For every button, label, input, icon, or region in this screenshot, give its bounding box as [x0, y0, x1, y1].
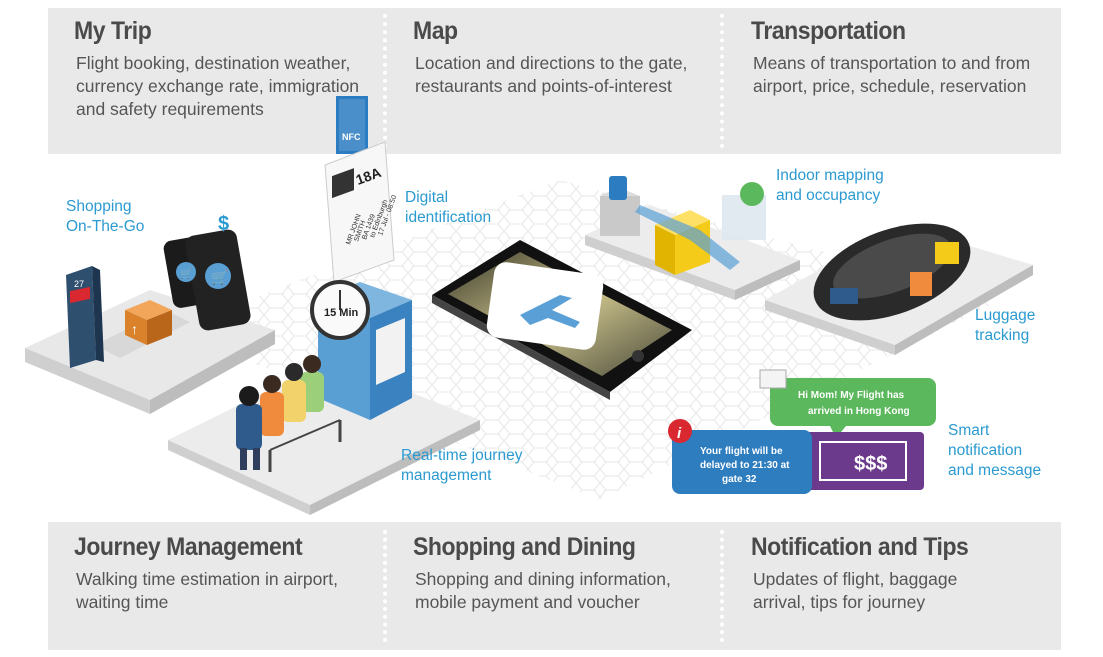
- feature-description: Walking time estimation in airport, wait…: [76, 569, 338, 612]
- boarding-pass-icon: [324, 96, 395, 283]
- blue-message-line: Your flight will be: [700, 446, 783, 457]
- luggage-carousel: [765, 223, 1033, 355]
- label-indoor-mapping: Indoor mapping and occupancy: [776, 167, 884, 204]
- label-luggage-tracking: Luggage tracking: [975, 307, 1036, 344]
- bottom-feature-band: [48, 522, 1061, 650]
- top-feature-band: [48, 8, 1061, 154]
- indoor-map-platform: [585, 176, 800, 300]
- message-text: Hi Mom! My Flight has arrived in Hong Ko…: [700, 390, 910, 485]
- feature-description: Location and directions to the gate, res…: [415, 53, 688, 96]
- feature-map: Map Location and directions to the gate,…: [413, 17, 693, 98]
- green-message-line: arrived in Hong Kong: [808, 406, 910, 417]
- label-digital-identification: Digital identification: [405, 189, 492, 226]
- dollar-icon: $: [218, 213, 229, 235]
- top-separator-1: [383, 14, 387, 148]
- feature-notification-tips: Notification and Tips Updates of flight,…: [751, 533, 1011, 614]
- clock-icon: [310, 280, 370, 340]
- nfc-label: NFC: [342, 132, 361, 142]
- smartphone: [432, 240, 692, 400]
- feature-my-trip: My Trip Flight booking, destination weat…: [74, 17, 374, 121]
- feature-title: Shopping and Dining: [413, 533, 636, 561]
- bottom-separator-2: [720, 530, 724, 642]
- queue-people: [236, 355, 342, 472]
- blue-message-line: delayed to 21:30 at: [700, 460, 790, 471]
- label-real-time-journey: Real-time journey management: [401, 447, 523, 484]
- feature-title: Journey Management: [74, 533, 303, 561]
- feature-title: Map: [413, 17, 458, 45]
- feature-transportation: Transportation Means of transportation t…: [751, 17, 1041, 98]
- message-bubbles: [668, 369, 936, 494]
- clock-label: 15 Min: [324, 307, 359, 319]
- svg-text:↑: ↑: [131, 321, 138, 337]
- top-separator-2: [720, 14, 724, 148]
- kiosk-number: 27: [74, 279, 84, 289]
- green-message-line: Hi Mom! My Flight has: [798, 390, 905, 401]
- svg-text:🛒: 🛒: [211, 269, 228, 286]
- label-shopping-on-the-go: Shopping On-The-Go: [66, 198, 145, 235]
- voucher-icon: $$$: [854, 453, 887, 475]
- shopping-phone-icon: 🛒 🛒: [163, 229, 251, 331]
- feature-description: Flight booking, destination weather, cur…: [76, 53, 360, 119]
- blue-message-line: gate 32: [722, 474, 757, 485]
- feature-description: Means of transportation to and from airp…: [753, 53, 1031, 96]
- label-smart-notification: Smart notification and message: [948, 422, 1042, 479]
- feature-journey-management: Journey Management Walking time estimati…: [74, 533, 364, 614]
- svg-text:🛒: 🛒: [180, 267, 192, 280]
- feature-shopping-dining: Shopping and Dining Shopping and dining …: [413, 533, 683, 614]
- feature-title: Notification and Tips: [751, 533, 969, 561]
- bottom-separator-1: [383, 530, 387, 642]
- feature-description: Shopping and dining information, mobile …: [415, 569, 671, 612]
- feature-title: Transportation: [751, 17, 906, 45]
- info-icon: i: [677, 425, 682, 442]
- shopping-box-icon: ↑: [125, 300, 172, 345]
- feature-title: My Trip: [74, 17, 152, 45]
- feature-description: Updates of flight, baggage arrival, tips…: [753, 569, 958, 612]
